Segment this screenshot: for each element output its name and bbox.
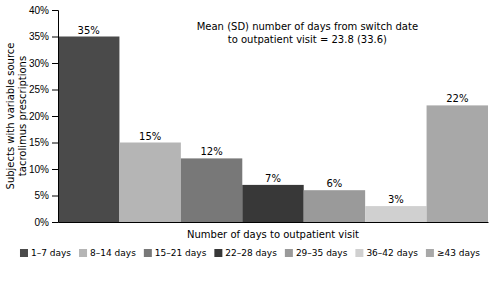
legend-swatch bbox=[285, 249, 293, 257]
data-label: 35% bbox=[78, 25, 100, 36]
y-tick: 15% bbox=[29, 137, 58, 148]
plot: 0% 5% 10% 15% 20% 25% 30% 35% 40% 35% 15% 12% 7% 6% 3%… bbox=[29, 5, 489, 228]
y-tick-mark bbox=[52, 143, 58, 144]
data-label: 7% bbox=[265, 173, 281, 184]
data-label: 3% bbox=[388, 194, 404, 205]
bar bbox=[304, 190, 365, 222]
legend-label: 1–7 days bbox=[31, 248, 71, 258]
y-tick-label: 15% bbox=[29, 137, 49, 148]
x-axis-line bbox=[59, 222, 489, 223]
legend-swatch bbox=[144, 249, 152, 257]
legend-label: 36–42 days bbox=[366, 248, 418, 258]
legend: 1–7 days 8–14 days 15–21 days 22–28 days 29–… bbox=[20, 248, 480, 258]
bar bbox=[58, 37, 119, 223]
y-tick-mark bbox=[52, 196, 58, 197]
y-axis-title: Subjects with variable sourcetacrolimus … bbox=[5, 43, 28, 190]
legend-item: 15–21 days bbox=[144, 248, 207, 258]
y-tick-mark bbox=[52, 10, 58, 11]
y-tick-label: 5% bbox=[35, 190, 50, 201]
y-tick: 5% bbox=[35, 190, 58, 201]
bar bbox=[365, 206, 426, 222]
legend-item: ≥43 days bbox=[426, 248, 480, 258]
y-tick: 25% bbox=[29, 84, 58, 95]
legend-item: 22–28 days bbox=[214, 248, 277, 258]
legend-item: 8–14 days bbox=[79, 248, 136, 258]
legend-item: 36–42 days bbox=[355, 248, 418, 258]
legend-swatch bbox=[20, 249, 28, 257]
y-tick-mark bbox=[52, 90, 58, 91]
y-axis-line bbox=[52, 11, 59, 223]
y-tick: 30% bbox=[29, 58, 58, 69]
y-tick-label: 10% bbox=[29, 164, 49, 175]
x-axis-title: Number of days to outpatient visit bbox=[187, 229, 359, 240]
y-tick-label: 0% bbox=[35, 217, 50, 228]
bars bbox=[58, 37, 488, 223]
data-label: 22% bbox=[446, 93, 468, 104]
y-tick: 40% bbox=[29, 5, 58, 16]
x-axis bbox=[59, 222, 489, 223]
y-tick-mark bbox=[52, 37, 58, 38]
legend-label: ≥43 days bbox=[437, 248, 480, 258]
y-tick: 10% bbox=[29, 164, 58, 175]
legend-label: 15–21 days bbox=[155, 248, 207, 258]
legend-item: 29–35 days bbox=[285, 248, 348, 258]
data-label: 12% bbox=[200, 146, 222, 157]
legend-label: 8–14 days bbox=[90, 248, 136, 258]
chart: 0% 5% 10% 15% 20% 25% 30% 35% 40% 35% 15% 12% 7% 6% 3%… bbox=[0, 0, 500, 284]
bar bbox=[181, 158, 242, 222]
y-tick-label: 25% bbox=[29, 84, 49, 95]
y-tick-label: 40% bbox=[29, 5, 49, 16]
legend-swatch bbox=[355, 249, 363, 257]
data-labels: 35% 15% 12% 7% 6% 3% 22% bbox=[78, 25, 469, 206]
y-tick-mark bbox=[52, 222, 58, 223]
data-label: 15% bbox=[139, 131, 161, 142]
legend-swatch bbox=[79, 249, 87, 257]
data-label: 6% bbox=[326, 178, 342, 189]
annotation: Mean (SD) number of days from switch dat… bbox=[197, 21, 418, 45]
legend-item: 1–7 days bbox=[20, 248, 71, 258]
y-tick: 0% bbox=[35, 217, 58, 228]
bar bbox=[119, 143, 180, 223]
bar bbox=[242, 185, 303, 222]
legend-swatch bbox=[426, 249, 434, 257]
y-tick-mark bbox=[52, 63, 58, 64]
legend-swatch bbox=[214, 249, 222, 257]
legend-label: 29–35 days bbox=[296, 248, 348, 258]
y-tick-mark bbox=[52, 169, 58, 170]
y-tick-label: 30% bbox=[29, 58, 49, 69]
bar bbox=[427, 105, 488, 222]
y-tick: 35% bbox=[29, 31, 58, 42]
y-axis: 0% 5% 10% 15% 20% 25% 30% 35% 40% bbox=[29, 5, 59, 228]
y-tick: 20% bbox=[29, 111, 58, 122]
y-tick-label: 35% bbox=[29, 31, 49, 42]
legend-label: 22–28 days bbox=[225, 248, 277, 258]
y-tick-label: 20% bbox=[29, 111, 49, 122]
y-tick-mark bbox=[52, 116, 58, 117]
